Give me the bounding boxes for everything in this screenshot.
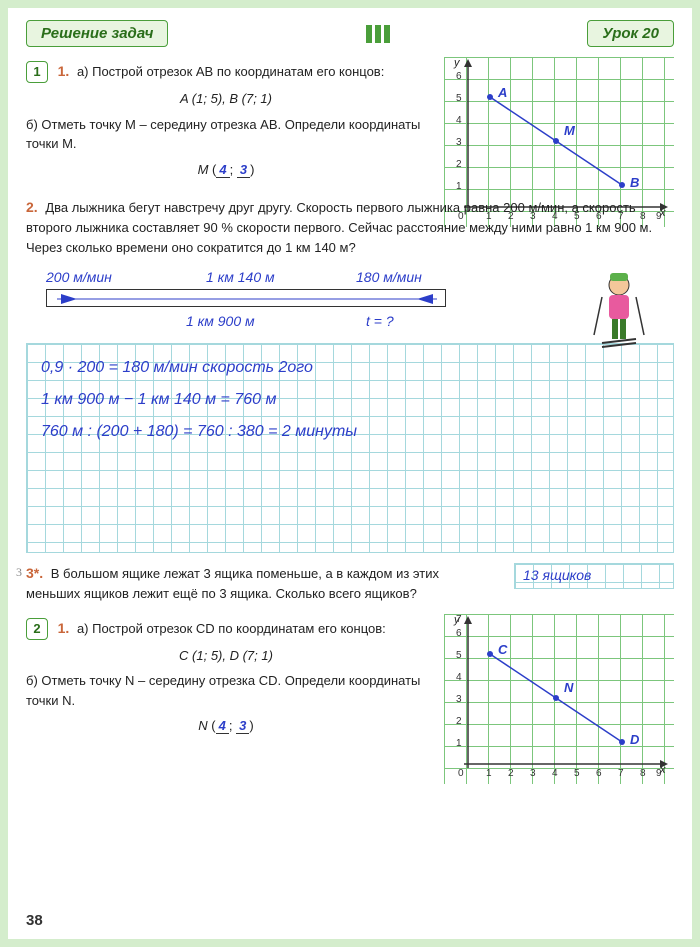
skier-image (584, 267, 654, 357)
task-2-sub1: 1. (58, 620, 70, 636)
chart-2-svg (444, 614, 674, 784)
n-y: 3 (236, 718, 249, 734)
task-2-coords: C (1; 5), D (7; 1) (26, 646, 426, 666)
task-1a-text: а) Построй отрезок AB по координатам его… (77, 64, 384, 79)
chart1-pt-m: M (564, 121, 575, 141)
task-1-2-num: 2. (26, 199, 38, 215)
m-x: 4 (216, 162, 229, 178)
n-x: 4 (216, 718, 229, 734)
page-number: 38 (26, 912, 43, 929)
task-3-answer: 13 ящиков (523, 567, 591, 583)
section-title: Решение задач (26, 20, 168, 47)
m-y: 3 (237, 162, 250, 178)
bar-rect (46, 289, 446, 307)
task-1: A M B y x 0 1 2 3 4 5 6 7 8 9 1 2 3 4 5 … (26, 61, 674, 179)
chart-2: C N D y x 0 1 2 3 4 5 6 7 8 9 1 2 3 4 5 … (444, 614, 674, 784)
chart2-pt-d: D (630, 730, 639, 750)
task-1-2-text: Два лыжника бегут навстречу друг другу. … (26, 200, 652, 255)
diagram-bar: 200 м/мин 1 км 140 м 180 м/мин 1 км 900 … (26, 267, 674, 337)
task-3-num: 3*. (26, 565, 43, 581)
task-3-text: В большом ящике лежат 3 ящика поменьше, … (26, 566, 439, 601)
sol-line-2: 1 км 900 м − 1 км 140 м = 760 м (41, 384, 659, 416)
lesson-label: Урок 20 (587, 20, 674, 47)
page-container: Решение задач Урок 20 A M B y x 0 (8, 8, 692, 939)
task-1-coords: A (1; 5), B (7; 1) (26, 89, 426, 109)
chart2-pt-c: C (498, 640, 507, 660)
diagram-v1: 200 м/мин (46, 267, 112, 288)
diagram-t: t = ? (366, 311, 394, 332)
diagram-d1: 1 км 900 м (186, 311, 255, 332)
task-3-answer-box: 13 ящиков (514, 563, 674, 589)
sol-line-1: 0,9 · 200 = 180 м/мин скорость 2ого (41, 352, 659, 384)
task-2-text: 2 1. а) Построй отрезок CD по координата… (26, 618, 426, 736)
chart1-pt-a: A (498, 83, 507, 103)
task-2-answer-n: N (4; 3) (26, 716, 426, 736)
diagram-d2: 1 км 140 м (206, 267, 275, 288)
diagram-v2: 180 м/мин (356, 267, 422, 288)
header-divider (366, 25, 390, 43)
task-1-text: 1 1. а) Построй отрезок AB по координата… (26, 61, 426, 179)
chart2-pt-n: N (564, 678, 573, 698)
task-2-badge: 2 (26, 618, 48, 640)
task-1-badge: 1 (26, 61, 48, 83)
task-2a-text: а) Построй отрезок CD по координатам его… (77, 621, 386, 636)
task-1-2: 2. Два лыжника бегут навстречу друг друг… (26, 197, 674, 337)
task-1-sub1: 1. (58, 63, 70, 79)
task-1-answer-m: M (4; 3) (26, 160, 426, 180)
chart1-pt-b: B (630, 173, 639, 193)
task-2: C N D y x 0 1 2 3 4 5 6 7 8 9 1 2 3 4 5 … (26, 618, 674, 736)
header: Решение задач Урок 20 (26, 20, 674, 47)
pencil-note: 3 (16, 563, 22, 581)
task-2b-text: б) Отметь точку N – середину отрезка CD.… (26, 671, 426, 710)
sol-line-3: 760 м : (200 + 180) = 760 : 380 = 2 мину… (41, 416, 659, 448)
task-3star: 3 13 ящиков 3*. В большом ящике лежат 3 … (26, 563, 674, 604)
task-1b-text: б) Отметь точку M – середину отрезка AB.… (26, 115, 426, 154)
solution-grid-1: 0,9 · 200 = 180 м/мин скорость 2ого 1 км… (26, 343, 674, 553)
